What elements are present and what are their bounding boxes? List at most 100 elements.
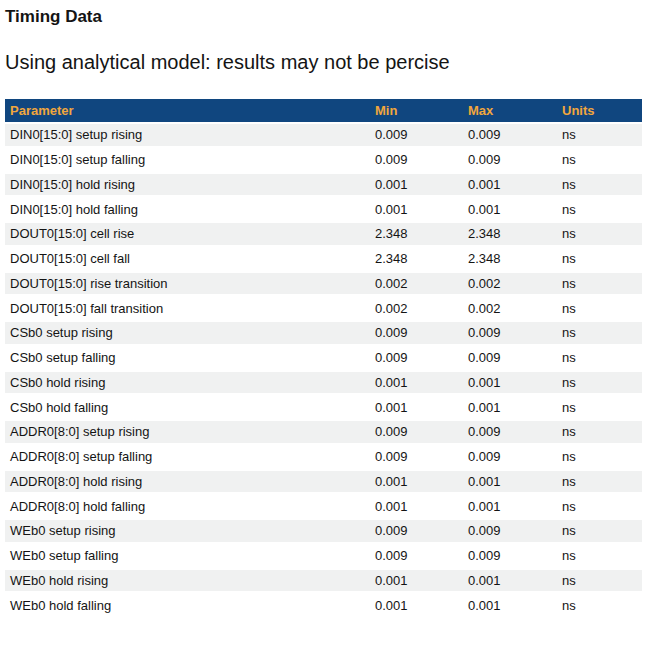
max-cell: 0.001 xyxy=(463,573,557,588)
parameter-cell: DOUT0[15:0] rise transition xyxy=(5,276,370,291)
min-cell: 0.001 xyxy=(370,499,463,514)
units-cell: ns xyxy=(557,276,642,291)
table-header-row: Parameter Min Max Units xyxy=(5,99,642,124)
analytical-model-warning: Using analytical model: results may not … xyxy=(5,51,450,74)
table-row: WEb0 hold falling 0.001 0.001 ns xyxy=(5,594,642,619)
min-cell: 0.009 xyxy=(370,350,463,365)
min-cell: 0.001 xyxy=(370,474,463,489)
table-row: DIN0[15:0] setup falling 0.009 0.009 ns xyxy=(5,149,642,174)
parameter-cell: WEb0 hold rising xyxy=(5,573,370,588)
min-cell: 2.348 xyxy=(370,226,463,241)
units-cell: ns xyxy=(557,449,642,464)
max-cell: 0.001 xyxy=(463,598,557,613)
parameter-cell: ADDR0[8:0] hold rising xyxy=(5,474,370,489)
table-row: DIN0[15:0] hold rising 0.001 0.001 ns xyxy=(5,174,642,199)
table-row: CSb0 setup falling 0.009 0.009 ns xyxy=(5,347,642,372)
min-cell: 0.001 xyxy=(370,375,463,390)
parameter-cell: DOUT0[15:0] fall transition xyxy=(5,301,370,316)
max-cell: 0.009 xyxy=(463,424,557,439)
max-cell: 0.009 xyxy=(463,449,557,464)
units-cell: ns xyxy=(557,375,642,390)
parameter-cell: DOUT0[15:0] cell rise xyxy=(5,226,370,241)
max-cell: 0.009 xyxy=(463,523,557,538)
table-row: ADDR0[8:0] setup falling 0.009 0.009 ns xyxy=(5,446,642,471)
parameter-cell: ADDR0[8:0] setup falling xyxy=(5,449,370,464)
max-cell: 0.009 xyxy=(463,127,557,142)
table-row: DIN0[15:0] setup rising 0.009 0.009 ns xyxy=(5,124,642,149)
units-cell: ns xyxy=(557,523,642,538)
max-cell: 2.348 xyxy=(463,251,557,266)
min-cell: 0.009 xyxy=(370,424,463,439)
table-row: DOUT0[15:0] fall transition 0.002 0.002 … xyxy=(5,297,642,322)
units-cell: ns xyxy=(557,499,642,514)
max-cell: 0.002 xyxy=(463,276,557,291)
max-cell: 0.009 xyxy=(463,350,557,365)
table-row: CSb0 setup rising 0.009 0.009 ns xyxy=(5,322,642,347)
min-cell: 0.002 xyxy=(370,276,463,291)
table-row: ADDR0[8:0] hold falling 0.001 0.001 ns xyxy=(5,495,642,520)
units-cell: ns xyxy=(557,573,642,588)
min-cell: 0.009 xyxy=(370,325,463,340)
min-cell: 0.001 xyxy=(370,573,463,588)
max-cell: 0.001 xyxy=(463,375,557,390)
max-cell: 0.001 xyxy=(463,177,557,192)
column-header-units: Units xyxy=(557,103,642,118)
units-cell: ns xyxy=(557,598,642,613)
units-cell: ns xyxy=(557,548,642,563)
parameter-cell: CSb0 setup rising xyxy=(5,325,370,340)
min-cell: 0.009 xyxy=(370,523,463,538)
parameter-cell: ADDR0[8:0] setup rising xyxy=(5,424,370,439)
units-cell: ns xyxy=(557,474,642,489)
units-cell: ns xyxy=(557,127,642,142)
min-cell: 0.001 xyxy=(370,177,463,192)
units-cell: ns xyxy=(557,226,642,241)
min-cell: 0.001 xyxy=(370,598,463,613)
units-cell: ns xyxy=(557,301,642,316)
table-body: DIN0[15:0] setup rising 0.009 0.009 ns D… xyxy=(5,124,642,619)
max-cell: 0.002 xyxy=(463,301,557,316)
max-cell: 0.001 xyxy=(463,400,557,415)
table-row: ADDR0[8:0] hold rising 0.001 0.001 ns xyxy=(5,471,642,496)
parameter-cell: WEb0 setup falling xyxy=(5,548,370,563)
min-cell: 0.009 xyxy=(370,127,463,142)
parameter-cell: CSb0 setup falling xyxy=(5,350,370,365)
parameter-cell: DIN0[15:0] setup rising xyxy=(5,127,370,142)
timing-data-table: Parameter Min Max Units DIN0[15:0] setup… xyxy=(5,99,642,619)
units-cell: ns xyxy=(557,325,642,340)
min-cell: 0.009 xyxy=(370,449,463,464)
column-header-min: Min xyxy=(370,103,463,118)
parameter-cell: DIN0[15:0] hold falling xyxy=(5,202,370,217)
parameter-cell: CSb0 hold falling xyxy=(5,400,370,415)
units-cell: ns xyxy=(557,350,642,365)
column-header-max: Max xyxy=(463,103,557,118)
max-cell: 2.348 xyxy=(463,226,557,241)
parameter-cell: DOUT0[15:0] cell fall xyxy=(5,251,370,266)
units-cell: ns xyxy=(557,202,642,217)
max-cell: 0.001 xyxy=(463,474,557,489)
parameter-cell: WEb0 hold falling xyxy=(5,598,370,613)
units-cell: ns xyxy=(557,424,642,439)
parameter-cell: DIN0[15:0] setup falling xyxy=(5,152,370,167)
table-row: DOUT0[15:0] cell fall 2.348 2.348 ns xyxy=(5,248,642,273)
table-row: WEb0 hold rising 0.001 0.001 ns xyxy=(5,570,642,595)
max-cell: 0.009 xyxy=(463,325,557,340)
page-title: Timing Data xyxy=(5,7,102,27)
timing-report-page: Timing Data Using analytical model: resu… xyxy=(0,0,650,646)
table-row: DOUT0[15:0] cell rise 2.348 2.348 ns xyxy=(5,223,642,248)
max-cell: 0.001 xyxy=(463,202,557,217)
units-cell: ns xyxy=(557,400,642,415)
table-row: WEb0 setup rising 0.009 0.009 ns xyxy=(5,520,642,545)
max-cell: 0.001 xyxy=(463,499,557,514)
table-row: ADDR0[8:0] setup rising 0.009 0.009 ns xyxy=(5,421,642,446)
min-cell: 2.348 xyxy=(370,251,463,266)
table-row: CSb0 hold rising 0.001 0.001 ns xyxy=(5,372,642,397)
units-cell: ns xyxy=(557,251,642,266)
table-row: WEb0 setup falling 0.009 0.009 ns xyxy=(5,545,642,570)
table-row: DOUT0[15:0] rise transition 0.002 0.002 … xyxy=(5,273,642,298)
parameter-cell: ADDR0[8:0] hold falling xyxy=(5,499,370,514)
parameter-cell: WEb0 setup rising xyxy=(5,523,370,538)
max-cell: 0.009 xyxy=(463,548,557,563)
parameter-cell: DIN0[15:0] hold rising xyxy=(5,177,370,192)
units-cell: ns xyxy=(557,177,642,192)
column-header-parameter: Parameter xyxy=(5,103,370,118)
